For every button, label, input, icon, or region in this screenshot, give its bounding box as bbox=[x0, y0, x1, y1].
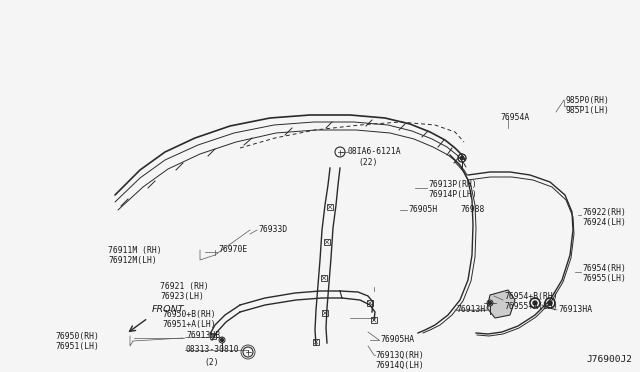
Text: 76913HB: 76913HB bbox=[186, 331, 220, 340]
Text: 76954A: 76954A bbox=[500, 113, 529, 122]
Text: 76914P(LH): 76914P(LH) bbox=[428, 190, 477, 199]
Text: 76913P(RH): 76913P(RH) bbox=[428, 180, 477, 189]
Text: FRONT: FRONT bbox=[152, 305, 184, 314]
Circle shape bbox=[221, 339, 223, 341]
Text: 76922(RH): 76922(RH) bbox=[582, 208, 626, 217]
Text: 76955+A(LH): 76955+A(LH) bbox=[504, 301, 557, 311]
Text: 76951+A(LH): 76951+A(LH) bbox=[162, 321, 216, 330]
Text: 76911M (RH): 76911M (RH) bbox=[108, 246, 162, 254]
Text: (22): (22) bbox=[358, 158, 378, 167]
Text: 76913HA: 76913HA bbox=[558, 305, 592, 314]
Bar bbox=[313, 339, 319, 345]
Text: 76905H: 76905H bbox=[408, 205, 437, 215]
Text: 76950(RH): 76950(RH) bbox=[55, 331, 99, 340]
Text: 76914Q(LH): 76914Q(LH) bbox=[375, 360, 424, 369]
Bar bbox=[367, 300, 373, 306]
Text: 76905HA: 76905HA bbox=[380, 336, 414, 344]
Text: 76913Q(RH): 76913Q(RH) bbox=[375, 350, 424, 359]
Bar bbox=[210, 333, 216, 339]
Circle shape bbox=[488, 301, 492, 305]
Text: 76923(LH): 76923(LH) bbox=[160, 292, 204, 301]
Text: 985P1(LH): 985P1(LH) bbox=[565, 106, 609, 115]
Bar bbox=[371, 317, 377, 323]
Text: 08313-30810: 08313-30810 bbox=[186, 346, 239, 355]
Circle shape bbox=[461, 157, 463, 160]
Circle shape bbox=[461, 157, 463, 160]
Circle shape bbox=[548, 301, 552, 305]
Text: 76924(LH): 76924(LH) bbox=[582, 218, 626, 227]
Bar bbox=[321, 275, 327, 281]
Text: 76954+B(RH): 76954+B(RH) bbox=[504, 292, 557, 301]
Bar bbox=[322, 310, 328, 316]
Text: 76913H: 76913H bbox=[456, 305, 485, 314]
Text: J76900J2: J76900J2 bbox=[586, 355, 632, 364]
Text: 76912M(LH): 76912M(LH) bbox=[108, 256, 157, 264]
Text: 76988: 76988 bbox=[460, 205, 484, 215]
Text: 76950+B(RH): 76950+B(RH) bbox=[162, 311, 216, 320]
Bar bbox=[327, 204, 333, 210]
Text: (2): (2) bbox=[204, 357, 219, 366]
Text: 08IA6-6121A: 08IA6-6121A bbox=[348, 148, 402, 157]
Text: 76955(LH): 76955(LH) bbox=[582, 273, 626, 282]
Text: 76921 (RH): 76921 (RH) bbox=[160, 282, 209, 292]
Text: 985P0(RH): 985P0(RH) bbox=[565, 96, 609, 105]
Bar bbox=[324, 239, 330, 245]
Circle shape bbox=[533, 301, 537, 305]
Text: 76933D: 76933D bbox=[258, 225, 287, 234]
Polygon shape bbox=[487, 290, 515, 318]
Text: 76954(RH): 76954(RH) bbox=[582, 263, 626, 273]
Text: 76951(LH): 76951(LH) bbox=[55, 341, 99, 350]
Text: 76970E: 76970E bbox=[218, 246, 247, 254]
